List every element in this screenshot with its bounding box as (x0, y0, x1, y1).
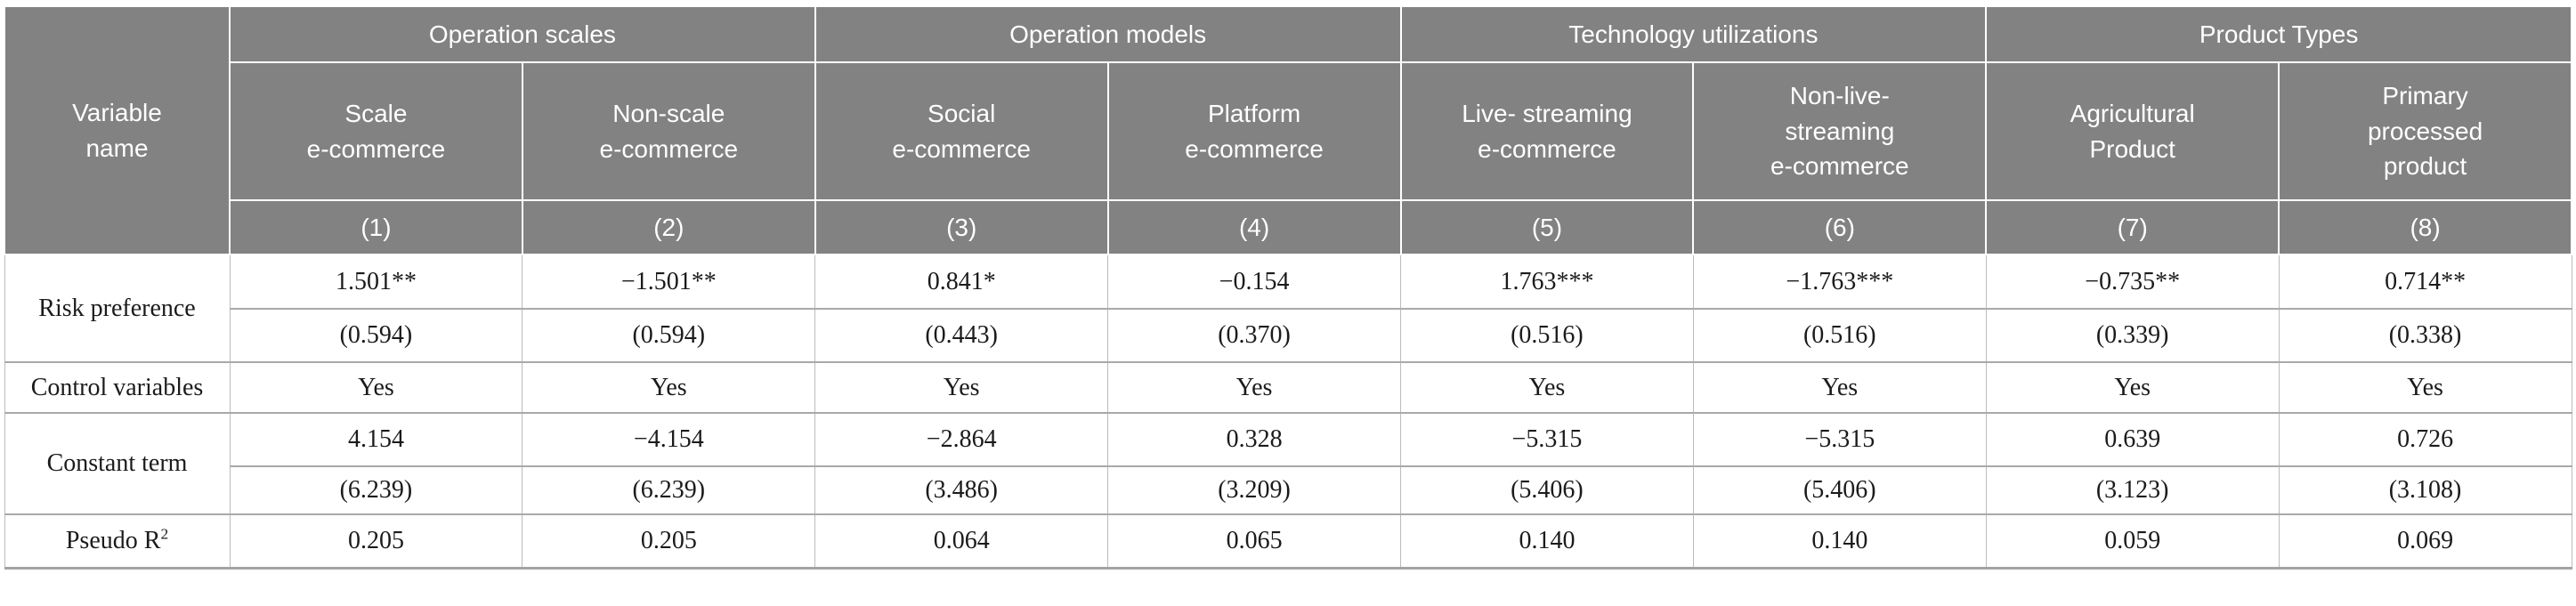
coefficient-cell: −0.735** (1985, 254, 2280, 310)
std-error-cell: (3.486) (814, 465, 1109, 515)
column-number-8: (8) (2278, 199, 2572, 255)
pseudo-r-label-text: Pseudo R (65, 527, 161, 554)
pseudo-r-value-cell: 0.205 (522, 513, 816, 570)
row-control-variables: Control variables Yes Yes Yes Yes Yes Ye… (4, 361, 2572, 414)
std-error-cell: (0.443) (814, 308, 1109, 363)
std-error-cell: (0.594) (229, 308, 523, 363)
pseudo-r-value-cell: 0.140 (1400, 513, 1694, 570)
std-error-cell: (0.339) (1985, 308, 2280, 363)
coefficient-cell: 4.154 (229, 412, 523, 467)
std-error-cell: (0.516) (1400, 308, 1694, 363)
column-number-1: (1) (229, 199, 523, 255)
std-error-cell: (0.370) (1107, 308, 1401, 363)
row-constant-term-std-errors: (6.239) (6.239) (3.486) (3.209) (5.406) … (4, 465, 2572, 515)
control-value-cell: Yes (814, 361, 1109, 414)
coefficient-cell: −5.315 (1692, 412, 1987, 467)
coefficient-cell: 0.726 (2278, 412, 2572, 467)
column-number-5: (5) (1399, 199, 1695, 255)
column-header-agricultural-product: Agricultural Product (1985, 61, 2280, 201)
column-number-7: (7) (1985, 199, 2280, 255)
coefficient-cell: −4.154 (522, 412, 816, 467)
coefficient-cell: 1.501** (229, 254, 523, 310)
row-risk-preference-std-errors: (0.594) (0.594) (0.443) (0.370) (0.516) … (4, 308, 2572, 363)
regression-results-table: Variable name Operation scales Operation… (4, 5, 2572, 570)
coefficient-cell: −1.763*** (1692, 254, 1987, 310)
std-error-cell: (0.516) (1692, 308, 1987, 363)
column-number-3: (3) (814, 199, 1109, 255)
coefficient-cell: 0.841* (814, 254, 1109, 310)
pseudo-r-value-cell: 0.205 (229, 513, 523, 570)
pseudo-r-value-cell: 0.064 (814, 513, 1109, 570)
std-error-cell: (0.338) (2278, 308, 2572, 363)
group-header-row: Variable name Operation scales Operation… (4, 5, 2572, 255)
column-header-social-ecommerce: Social e-commerce (814, 61, 1109, 201)
coefficient-cell: −5.315 (1400, 412, 1694, 467)
group-header-operation-scales: Operation scales (229, 5, 816, 63)
column-header-live-streaming-ecommerce: Live- streaming e-commerce (1399, 61, 1695, 201)
pseudo-r-value-cell: 0.140 (1692, 513, 1987, 570)
column-number-2: (2) (521, 199, 816, 255)
pseudo-r-value-cell: 0.069 (2278, 513, 2572, 570)
corner-header-variable-name: Variable name (4, 5, 231, 255)
row-label-constant-term: Constant term (4, 412, 231, 515)
group-header-operation-models: Operation models (814, 5, 1402, 63)
std-error-cell: (3.123) (1985, 465, 2280, 515)
std-error-cell: (3.209) (1107, 465, 1401, 515)
column-header-primary-processed-product: Primary processed product (2278, 61, 2572, 201)
row-label-risk-preference: Risk preference (4, 254, 231, 363)
control-value-cell: Yes (522, 361, 816, 414)
subheader-row: Scale e-commerce Non-scale e-commerce So… (4, 61, 2572, 201)
control-value-cell: Yes (2278, 361, 2572, 414)
row-label-control-variables: Control variables (4, 361, 231, 414)
row-label-pseudo-r-squared: Pseudo R2 (4, 513, 231, 570)
std-error-cell: (3.108) (2278, 465, 2572, 515)
control-value-cell: Yes (1400, 361, 1694, 414)
std-error-cell: (5.406) (1400, 465, 1694, 515)
coefficient-cell: −0.154 (1107, 254, 1401, 310)
column-number-4: (4) (1106, 199, 1402, 255)
coefficient-cell: 0.639 (1985, 412, 2280, 467)
group-header-product-types: Product Types (1985, 5, 2572, 63)
std-error-cell: (0.594) (522, 308, 816, 363)
column-header-platform-ecommerce: Platform e-commerce (1106, 61, 1402, 201)
row-constant-term-coefficients: Constant term 4.154 −4.154 −2.864 0.328 … (4, 412, 2572, 515)
column-header-scale-ecommerce: Scale e-commerce (229, 61, 523, 201)
pseudo-r-value-cell: 0.059 (1985, 513, 2280, 570)
coefficient-cell: −1.501** (522, 254, 816, 310)
coefficient-cell: 0.328 (1107, 412, 1401, 467)
row-pseudo-r-squared: Pseudo R2 0.205 0.205 0.064 0.065 0.140 … (4, 513, 2572, 570)
pseudo-r-value-cell: 0.065 (1107, 513, 1401, 570)
group-header-technology-utilizations: Technology utilizations (1399, 5, 1988, 63)
row-risk-preference-coefficients: Risk preference 1.501** −1.501** 0.841* … (4, 254, 2572, 363)
std-error-cell: (6.239) (522, 465, 816, 515)
control-value-cell: Yes (1107, 361, 1401, 414)
column-number-row: (1) (2) (3) (4) (5) (6) (7) (8) (4, 199, 2572, 255)
control-value-cell: Yes (229, 361, 523, 414)
control-value-cell: Yes (1692, 361, 1987, 414)
column-header-non-scale-ecommerce: Non-scale e-commerce (521, 61, 816, 201)
control-value-cell: Yes (1985, 361, 2280, 414)
std-error-cell: (6.239) (229, 465, 523, 515)
coefficient-cell: −2.864 (814, 412, 1109, 467)
coefficient-cell: 1.763*** (1400, 254, 1694, 310)
coefficient-cell: 0.714** (2278, 254, 2572, 310)
column-number-6: (6) (1692, 199, 1988, 255)
column-header-non-live-streaming-ecommerce: Non-live- streaming e-commerce (1692, 61, 1988, 201)
pseudo-r-superscript: 2 (160, 525, 169, 543)
std-error-cell: (5.406) (1692, 465, 1987, 515)
